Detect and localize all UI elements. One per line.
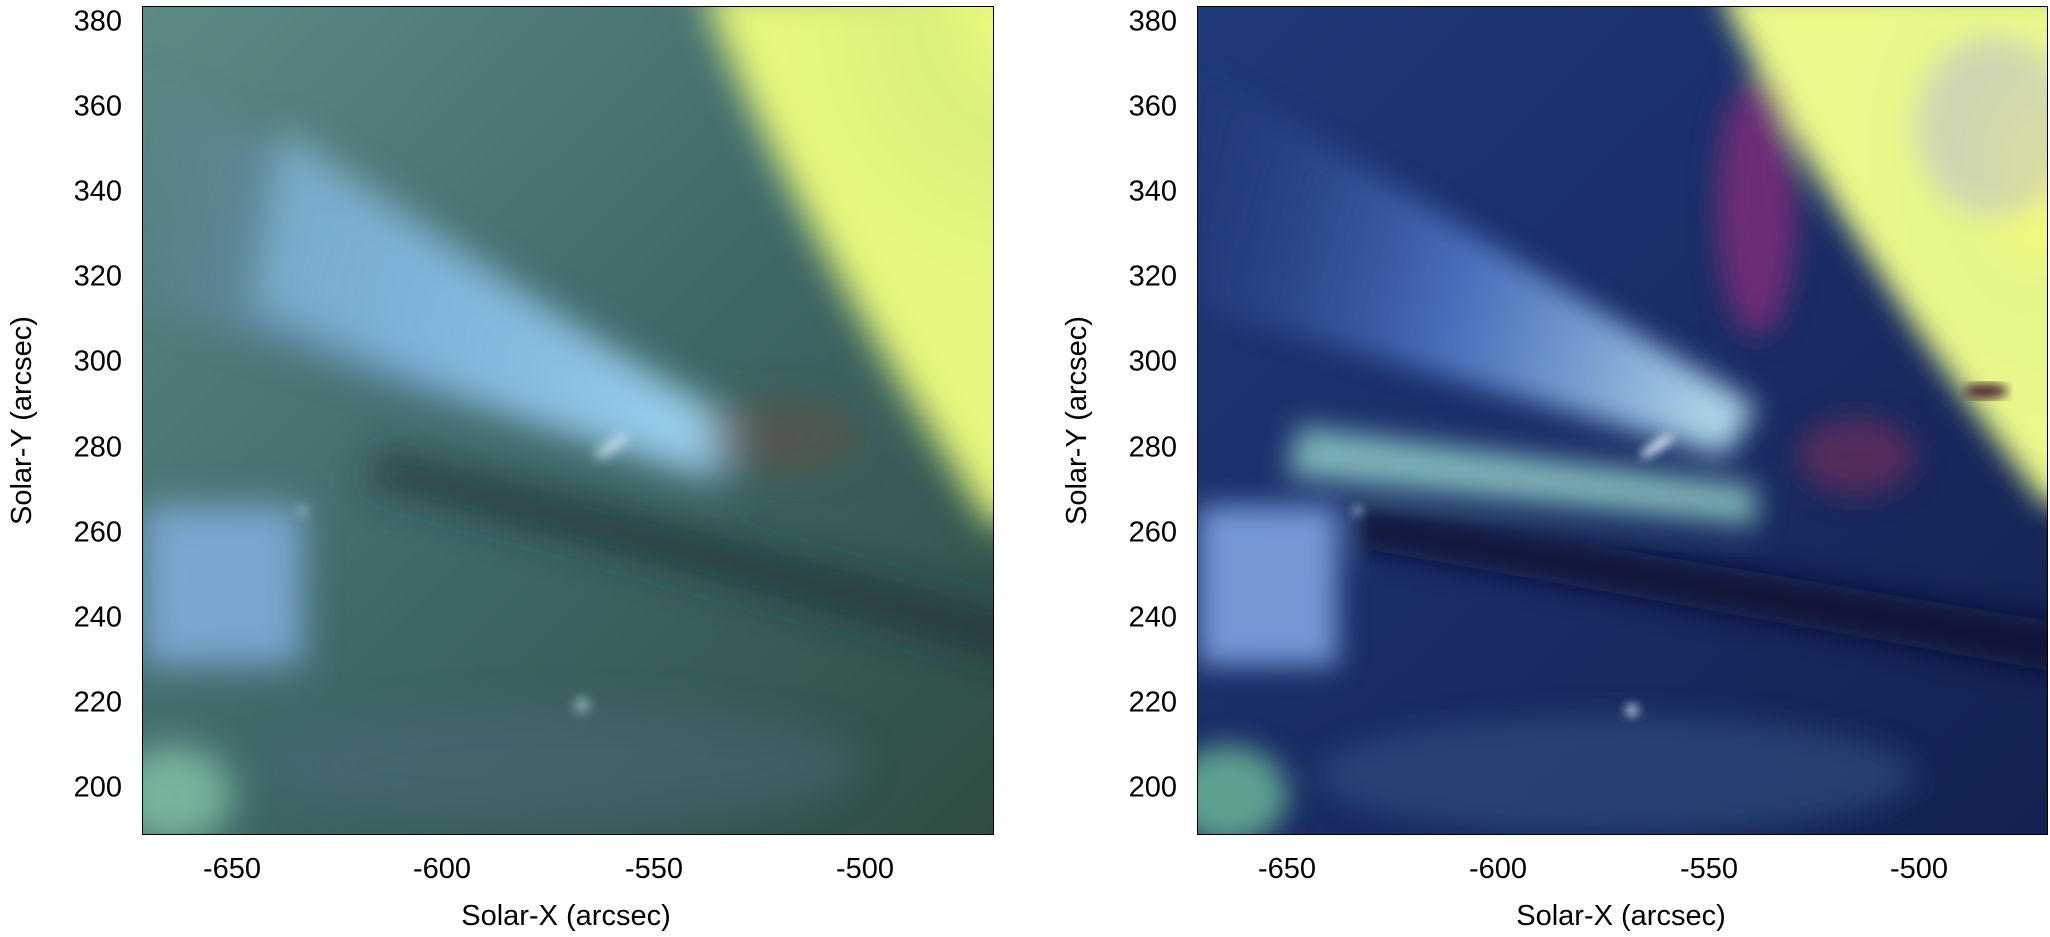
x-tick-label: -500 xyxy=(835,853,895,885)
y-tick-label: 240 xyxy=(1128,601,1177,634)
y-tick-label: 240 xyxy=(73,601,122,634)
y-tick-label: 360 xyxy=(1128,90,1177,123)
y-tick-label: 300 xyxy=(73,345,122,378)
y-tick-label: 300 xyxy=(1128,345,1177,378)
x-tick-label: -550 xyxy=(624,853,684,885)
panel-right: Solar-Y (arcsec) xyxy=(1055,0,2050,937)
y-tick-label: 380 xyxy=(1128,5,1177,38)
y-tick-label: 260 xyxy=(73,516,122,549)
y-tick-label: 340 xyxy=(73,175,122,208)
x-tick-label: -550 xyxy=(1679,853,1739,885)
y-tick-label: 320 xyxy=(73,260,122,293)
solar-image xyxy=(1198,7,2047,834)
y-tick-label: 360 xyxy=(73,90,122,123)
y-tick-label: 380 xyxy=(73,5,122,38)
x-tick-label: -600 xyxy=(412,853,472,885)
x-axis-label: Solar-X (arcsec) xyxy=(461,900,671,932)
y-tick-label: 220 xyxy=(73,686,122,719)
image-frame xyxy=(142,6,994,835)
y-tick-label: 200 xyxy=(1128,771,1177,804)
image-frame xyxy=(1197,6,2048,835)
y-tick-label: 280 xyxy=(73,431,122,464)
y-tick-label: 200 xyxy=(73,771,122,804)
panel-left: Solar-Y (arcsec) xyxy=(0,0,1010,937)
solar-image xyxy=(143,7,993,834)
y-axis-label: Solar-Y (arcsec) xyxy=(1061,316,1093,525)
y-tick-label: 260 xyxy=(1128,516,1177,549)
x-tick-label: -650 xyxy=(1257,853,1317,885)
y-tick-label: 320 xyxy=(1128,260,1177,293)
y-tick-label: 220 xyxy=(1128,686,1177,719)
x-tick-label: -650 xyxy=(202,853,262,885)
x-axis-label: Solar-X (arcsec) xyxy=(1516,900,1726,932)
y-axis-label: Solar-Y (arcsec) xyxy=(6,316,38,525)
y-tick-label: 340 xyxy=(1128,175,1177,208)
x-tick-label: -600 xyxy=(1468,853,1528,885)
x-tick-label: -500 xyxy=(1889,853,1949,885)
y-tick-label: 280 xyxy=(1128,431,1177,464)
